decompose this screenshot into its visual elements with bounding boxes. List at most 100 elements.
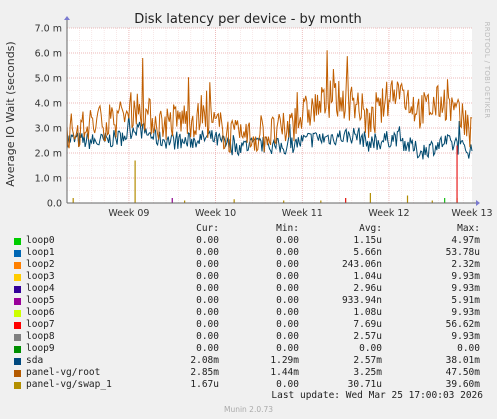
rrdtool-credit: RRDTOOL / TOBI OETIKER	[483, 22, 491, 119]
legend-avg-value: 0.00	[359, 343, 382, 354]
legend-cur-value: 0.00	[196, 319, 219, 330]
legend-min-value: 0.00	[276, 295, 299, 306]
legend-swatch	[14, 322, 21, 329]
legend-cur-value: 0.00	[196, 283, 219, 294]
legend-cur-value: 0.00	[196, 247, 219, 258]
legend-swatch	[14, 370, 21, 377]
legend-swatch	[14, 346, 21, 353]
chart-title: Disk latency per device - by month	[134, 12, 362, 27]
legend-max-value: 9.93m	[451, 271, 480, 282]
legend-min-value: 0.00	[276, 247, 299, 258]
legend-avg-value: 7.69u	[353, 319, 382, 330]
legend-cur-value: 0.00	[196, 331, 219, 342]
legend-row: loop4 0.00 0.00 2.96u 9.93m	[14, 283, 494, 295]
legend-cur-value: 2.85m	[190, 367, 219, 378]
legend-avg-value: 1.15u	[353, 235, 382, 246]
y-tick-label: 7.0 m	[35, 24, 62, 35]
legend-row: loop5 0.00 0.00 933.94n 5.91m	[14, 295, 494, 307]
x-tick-label: Week 12	[368, 208, 409, 219]
legend-header: Cur: Min: Avg: Max:	[14, 223, 494, 235]
legend-min-value: 0.00	[276, 283, 299, 294]
legend-cur-value: 0.00	[196, 235, 219, 246]
legend-min-value: 0.00	[276, 331, 299, 342]
legend-series-name: panel-vg/root	[26, 367, 101, 378]
axes: 0.0 1.0 m 2.0 m 3.0 m 4.0 m 5.0 m 6.0 m 7.0 m We…	[35, 16, 493, 219]
legend-header-min: Min:	[276, 223, 299, 234]
legend-cur-value: 1.67u	[190, 379, 219, 390]
legend-series-name: loop9	[26, 343, 55, 354]
y-tick-label: 0.0	[47, 199, 62, 210]
legend-row: loop6 0.00 0.00 1.08u 9.93m	[14, 307, 494, 319]
legend-series-name: loop7	[26, 319, 55, 330]
legend-max-value: 38.01m	[445, 355, 480, 366]
legend-series-name: loop5	[26, 295, 55, 306]
legend-min-value: 0.00	[276, 319, 299, 330]
legend-series-name: loop3	[26, 271, 55, 282]
legend-max-value: 47.50m	[445, 367, 480, 378]
legend-row: loop7 0.00 0.00 7.69u 56.62m	[14, 319, 494, 331]
legend-cur-value: 0.00	[196, 307, 219, 318]
legend-series-name: loop6	[26, 307, 55, 318]
legend-swatch	[14, 382, 21, 389]
legend-min-value: 0.00	[276, 259, 299, 270]
y-tick-label: 4.0 m	[35, 99, 62, 110]
x-tick-label: Week 09	[108, 208, 149, 219]
legend-row: panel-vg/root 2.85m 1.44m 3.25m 47.50m	[14, 367, 494, 379]
legend-header-max: Max:	[457, 223, 480, 234]
legend-cur-value: 0.00	[196, 295, 219, 306]
legend-swatch	[14, 286, 21, 293]
legend-swatch	[14, 250, 21, 257]
legend-row: loop8 0.00 0.00 2.57u 9.93m	[14, 331, 494, 343]
legend-row: loop2 0.00 0.00 243.06n 2.32m	[14, 259, 494, 271]
series-line-panel-vg-root	[66, 50, 473, 154]
legend-series-name: loop8	[26, 331, 55, 342]
legend-min-value: 1.29m	[270, 355, 299, 366]
legend-avg-value: 5.66n	[353, 247, 382, 258]
legend-min-value: 0.00	[276, 343, 299, 354]
legend-avg-value: 2.57u	[353, 331, 382, 342]
legend-max-value: 2.32m	[451, 259, 480, 270]
legend-swatch	[14, 310, 21, 317]
legend-series-name: loop2	[26, 259, 55, 270]
legend-max-value: 9.93m	[451, 331, 480, 342]
x-tick-label: Week 10	[195, 208, 236, 219]
series-line-sda	[66, 114, 473, 160]
y-tick-label: 6.0 m	[35, 49, 62, 60]
legend-max-value: 9.93m	[451, 307, 480, 318]
legend-min-value: 0.00	[276, 307, 299, 318]
legend-series-name: loop4	[26, 283, 55, 294]
legend-swatch	[14, 358, 21, 365]
legend-series-name: sda	[26, 355, 44, 366]
legend-swatch	[14, 334, 21, 341]
legend-rows: loop0 0.00 0.00 1.15u 4.97m loop1 0.00 0.00 5.66…	[14, 235, 494, 391]
legend-row: panel-vg/swap_1 1.67u 0.00 30.71u 39.60m	[14, 379, 494, 391]
legend-max-value: 53.78u	[445, 247, 480, 258]
legend-cur-value: 0.00	[196, 343, 219, 354]
legend-swatch	[14, 262, 21, 269]
legend-avg-value: 243.06n	[341, 259, 382, 270]
legend-avg-value: 933.94n	[341, 295, 382, 306]
legend-series-name: loop0	[26, 235, 55, 246]
legend-max-value: 9.93m	[451, 283, 480, 294]
legend-row: sda 2.08m 1.29m 2.57m 38.01m	[14, 355, 494, 367]
legend-series-name: loop1	[26, 247, 55, 258]
series-layer	[66, 50, 473, 203]
legend-series-name: panel-vg/swap_1	[26, 379, 112, 390]
legend-min-value: 0.00	[276, 235, 299, 246]
chart: Disk latency per device - by month Avera…	[4, 12, 493, 219]
legend-swatch	[14, 298, 21, 305]
legend-header-avg: Avg:	[359, 223, 382, 234]
legend-min-value: 1.44m	[270, 367, 299, 378]
legend-min-value: 0.00	[276, 379, 299, 390]
legend-swatch	[14, 274, 21, 281]
legend-avg-value: 2.96u	[353, 283, 382, 294]
y-tick-label: 2.0 m	[35, 149, 62, 160]
legend-avg-value: 30.71u	[347, 379, 382, 390]
legend-max-value: 0.00	[457, 343, 480, 354]
legend-row: loop3 0.00 0.00 1.04u 9.93m	[14, 271, 494, 283]
legend-max-value: 5.91m	[451, 295, 480, 306]
legend-table: Cur: Min: Avg: Max: loop0 0.00 0.00 1.15u 4.…	[14, 223, 494, 391]
x-tick-label: Week 13	[451, 208, 492, 219]
legend-min-value: 0.00	[276, 271, 299, 282]
legend-cur-value: 2.08m	[190, 355, 219, 366]
